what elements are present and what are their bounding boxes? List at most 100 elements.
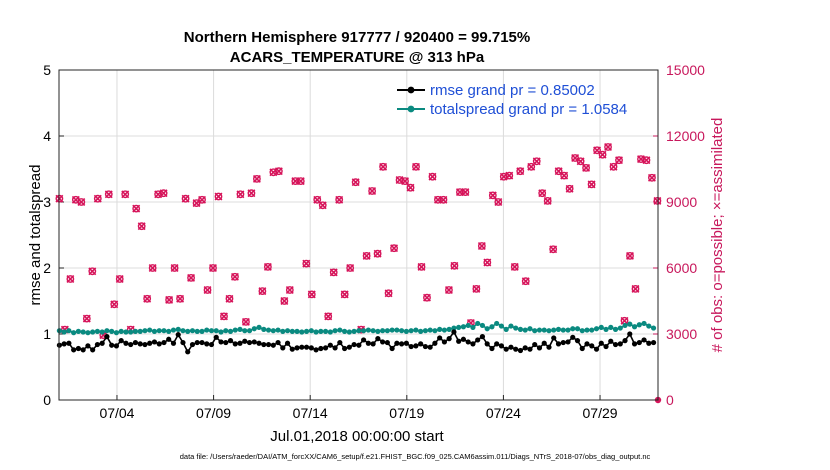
obs-possible-point [318, 201, 327, 210]
rmse-point [532, 341, 538, 348]
obs-assimilated-point [88, 267, 97, 276]
obs-assimilated-stroke [176, 294, 185, 303]
obs-assimilated-stroke [318, 201, 327, 210]
totalspread-point [356, 328, 362, 334]
rmse-point [289, 346, 295, 352]
obs-assimilated-point [225, 294, 234, 303]
totalspread-point [399, 328, 405, 334]
obs-assimilated-stroke [647, 173, 656, 182]
obs-possible-point [642, 156, 651, 165]
obs-assimilated-point [159, 189, 168, 198]
obs-assimilated-point [143, 294, 152, 303]
obs-assimilated-stroke [302, 259, 311, 268]
obs-possible-point [176, 294, 184, 303]
totalspread-point [361, 328, 367, 334]
obs-possible-point [412, 162, 420, 171]
obs-assimilated-point [560, 171, 569, 180]
obs-possible-point [253, 174, 261, 183]
obs-assimilated-point [516, 167, 525, 176]
obs-possible-point [159, 189, 168, 198]
totalspread-point [237, 326, 243, 332]
rmse-point [232, 341, 238, 347]
obs-possible-point [220, 312, 228, 321]
obs-assimilated-point [428, 172, 437, 181]
totalspread-point [185, 328, 191, 334]
obs-assimilated-stroke [538, 189, 547, 198]
obs-possible-point [362, 251, 371, 260]
obs-assimilated-stroke [93, 194, 102, 203]
rmse-point [322, 345, 329, 351]
rmse-point [394, 340, 400, 346]
y2-tick-label: 12000 [666, 128, 705, 144]
x-tick-label: 07/04 [99, 405, 134, 421]
data-file-footnote: data file: /Users/raeder/DAI/ATM_forcXX/… [180, 452, 651, 461]
totalspread-point [646, 323, 652, 329]
legend-spread-marker [407, 105, 415, 113]
totalspread-point [612, 326, 619, 332]
obs-possible-point [395, 176, 404, 184]
obs-assimilated-stroke [280, 297, 289, 305]
totalspread-point [232, 327, 238, 333]
obs-assimilated-stroke [88, 267, 97, 276]
obs-possible-point [527, 162, 536, 171]
obs-possible-point [560, 171, 569, 180]
rmse-point [113, 343, 120, 349]
obs-assimilated-point [653, 196, 662, 205]
obs-assimilated-stroke [209, 264, 217, 272]
totalspread-point [560, 327, 566, 333]
rmse-point [608, 338, 614, 344]
totalspread-point [284, 328, 291, 334]
totalspread-point [90, 329, 96, 335]
rmse-point [66, 340, 72, 346]
rmse-point [61, 341, 67, 347]
obs-assimilated-point [406, 183, 415, 192]
obs-possible-point [510, 262, 519, 271]
obs-assimilated-stroke [472, 284, 481, 293]
rmse-point [223, 339, 229, 346]
rmse-point [132, 339, 139, 346]
obs-assimilated-stroke [115, 275, 124, 283]
obs-assimilated-point [230, 272, 239, 281]
obs-possible-point [121, 190, 130, 199]
rmse-point [270, 342, 276, 348]
totalspread-point [71, 330, 77, 336]
rmse-point [546, 344, 552, 350]
rmse-point [479, 334, 486, 340]
obs-assimilated-point [626, 251, 634, 260]
obs-possible-point [132, 204, 141, 213]
obs-possible-point [439, 195, 448, 204]
obs-assimilated-point [170, 264, 179, 272]
obs-possible-point [598, 150, 607, 159]
totalspread-point [365, 327, 371, 333]
rmse-point [641, 337, 647, 343]
obs-assimilated-stroke [412, 162, 420, 171]
obs-assimilated-stroke [368, 187, 377, 195]
obs-assimilated-stroke [110, 300, 119, 309]
obs-assimilated-point [461, 188, 470, 197]
obs-assimilated-point [318, 201, 327, 210]
rmse-point [437, 335, 443, 341]
rmse-point [551, 335, 557, 341]
totalspread-point [475, 320, 481, 327]
obs-assimilated-point [137, 222, 146, 231]
obs-possible-point [423, 293, 431, 302]
rmse-point [303, 344, 310, 350]
obs-assimilated-stroke [362, 251, 371, 260]
obs-assimilated-series [55, 143, 662, 404]
y2-tick-label: 0 [666, 392, 674, 408]
rmse-point [85, 343, 91, 349]
obs-possible-point [143, 294, 152, 303]
totalspread-point [280, 328, 286, 334]
obs-assimilated-point [565, 184, 574, 193]
totalspread-point [422, 328, 428, 334]
obs-assimilated-stroke [154, 190, 163, 199]
obs-assimilated-point [247, 189, 256, 198]
plot-area [59, 70, 658, 400]
obs-assimilated-stroke [477, 242, 486, 250]
totalspread-point [118, 328, 124, 334]
obs-assimilated-stroke [77, 198, 86, 206]
obs-assimilated-stroke [340, 290, 349, 299]
obs-assimilated-stroke [593, 146, 602, 155]
totalspread-point [189, 328, 196, 334]
obs-possible-point [631, 284, 640, 293]
